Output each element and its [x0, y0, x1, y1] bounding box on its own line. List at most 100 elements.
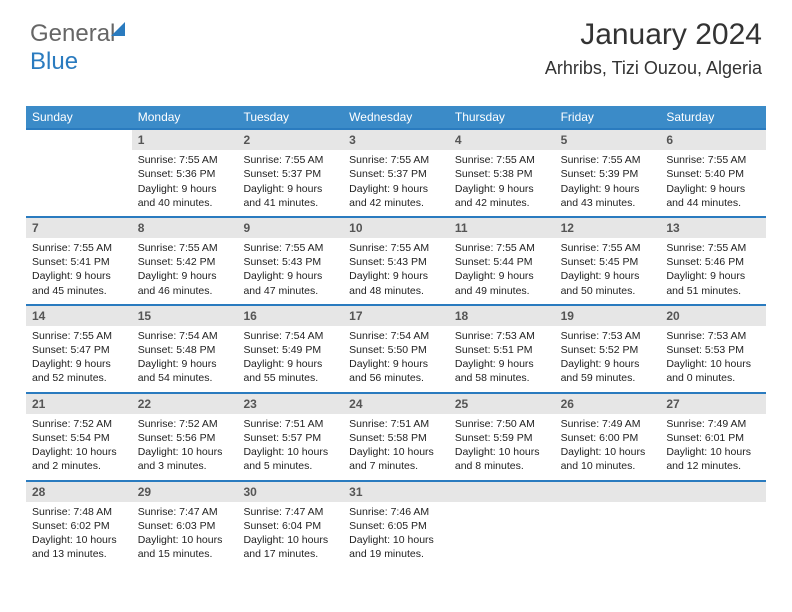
sunrise-text: Sunrise: 7:55 AM [561, 241, 655, 255]
day-cell: 22Sunrise: 7:52 AMSunset: 5:56 PMDayligh… [132, 394, 238, 480]
day-number: 23 [237, 394, 343, 414]
day-body: Sunrise: 7:53 AMSunset: 5:53 PMDaylight:… [660, 326, 766, 392]
sunrise-text: Sunrise: 7:52 AM [32, 417, 126, 431]
day-cell: 16Sunrise: 7:54 AMSunset: 5:49 PMDayligh… [237, 306, 343, 392]
sunrise-text: Sunrise: 7:55 AM [666, 241, 760, 255]
day-body: Sunrise: 7:55 AMSunset: 5:42 PMDaylight:… [132, 238, 238, 304]
logo-triangle-icon [111, 22, 125, 36]
sunrise-text: Sunrise: 7:55 AM [455, 153, 549, 167]
sunset-text: Sunset: 5:39 PM [561, 167, 655, 181]
day-body: Sunrise: 7:55 AMSunset: 5:46 PMDaylight:… [660, 238, 766, 304]
daylight-text: Daylight: 9 hours and 46 minutes. [138, 269, 232, 297]
sunset-text: Sunset: 6:04 PM [243, 519, 337, 533]
daylight-text: Daylight: 10 hours and 8 minutes. [455, 445, 549, 473]
sunrise-text: Sunrise: 7:52 AM [138, 417, 232, 431]
sunrise-text: Sunrise: 7:48 AM [32, 505, 126, 519]
sunrise-text: Sunrise: 7:53 AM [666, 329, 760, 343]
day-body: Sunrise: 7:49 AMSunset: 6:01 PMDaylight:… [660, 414, 766, 480]
weekday-cell: Sunday [26, 106, 132, 128]
day-cell [449, 482, 555, 568]
sunset-text: Sunset: 5:48 PM [138, 343, 232, 357]
day-cell: 23Sunrise: 7:51 AMSunset: 5:57 PMDayligh… [237, 394, 343, 480]
day-cell [26, 130, 132, 216]
day-cell: 4Sunrise: 7:55 AMSunset: 5:38 PMDaylight… [449, 130, 555, 216]
daylight-text: Daylight: 9 hours and 52 minutes. [32, 357, 126, 385]
sunrise-text: Sunrise: 7:50 AM [455, 417, 549, 431]
day-number: 26 [555, 394, 661, 414]
logo: General Blue [30, 20, 125, 76]
day-number: 19 [555, 306, 661, 326]
daylight-text: Daylight: 9 hours and 47 minutes. [243, 269, 337, 297]
daylight-text: Daylight: 10 hours and 13 minutes. [32, 533, 126, 561]
day-body: Sunrise: 7:55 AMSunset: 5:47 PMDaylight:… [26, 326, 132, 392]
day-number [555, 482, 661, 502]
sunset-text: Sunset: 5:43 PM [243, 255, 337, 269]
day-cell: 2Sunrise: 7:55 AMSunset: 5:37 PMDaylight… [237, 130, 343, 216]
daylight-text: Daylight: 9 hours and 41 minutes. [243, 182, 337, 210]
calendar: SundayMondayTuesdayWednesdayThursdayFrid… [26, 106, 766, 567]
daylight-text: Daylight: 9 hours and 55 minutes. [243, 357, 337, 385]
day-cell: 26Sunrise: 7:49 AMSunset: 6:00 PMDayligh… [555, 394, 661, 480]
sunset-text: Sunset: 5:51 PM [455, 343, 549, 357]
day-body: Sunrise: 7:54 AMSunset: 5:48 PMDaylight:… [132, 326, 238, 392]
day-number: 30 [237, 482, 343, 502]
day-cell: 24Sunrise: 7:51 AMSunset: 5:58 PMDayligh… [343, 394, 449, 480]
sunrise-text: Sunrise: 7:55 AM [561, 153, 655, 167]
day-cell: 29Sunrise: 7:47 AMSunset: 6:03 PMDayligh… [132, 482, 238, 568]
daylight-text: Daylight: 9 hours and 59 minutes. [561, 357, 655, 385]
daylight-text: Daylight: 10 hours and 15 minutes. [138, 533, 232, 561]
day-body: Sunrise: 7:55 AMSunset: 5:36 PMDaylight:… [132, 150, 238, 216]
sunset-text: Sunset: 6:01 PM [666, 431, 760, 445]
weeks-container: 1Sunrise: 7:55 AMSunset: 5:36 PMDaylight… [26, 128, 766, 567]
sunrise-text: Sunrise: 7:54 AM [138, 329, 232, 343]
day-number: 14 [26, 306, 132, 326]
day-number: 2 [237, 130, 343, 150]
day-body: Sunrise: 7:54 AMSunset: 5:49 PMDaylight:… [237, 326, 343, 392]
sunrise-text: Sunrise: 7:47 AM [243, 505, 337, 519]
daylight-text: Daylight: 10 hours and 2 minutes. [32, 445, 126, 473]
day-cell: 21Sunrise: 7:52 AMSunset: 5:54 PMDayligh… [26, 394, 132, 480]
sunrise-text: Sunrise: 7:55 AM [455, 241, 549, 255]
day-body: Sunrise: 7:47 AMSunset: 6:04 PMDaylight:… [237, 502, 343, 568]
logo-text-1: General [30, 20, 115, 47]
daylight-text: Daylight: 9 hours and 50 minutes. [561, 269, 655, 297]
day-cell: 11Sunrise: 7:55 AMSunset: 5:44 PMDayligh… [449, 218, 555, 304]
sunset-text: Sunset: 6:03 PM [138, 519, 232, 533]
day-cell: 10Sunrise: 7:55 AMSunset: 5:43 PMDayligh… [343, 218, 449, 304]
weekday-cell: Thursday [449, 106, 555, 128]
daylight-text: Daylight: 9 hours and 42 minutes. [455, 182, 549, 210]
day-number: 3 [343, 130, 449, 150]
day-body: Sunrise: 7:53 AMSunset: 5:51 PMDaylight:… [449, 326, 555, 392]
weekday-header-row: SundayMondayTuesdayWednesdayThursdayFrid… [26, 106, 766, 128]
day-cell: 8Sunrise: 7:55 AMSunset: 5:42 PMDaylight… [132, 218, 238, 304]
day-cell: 7Sunrise: 7:55 AMSunset: 5:41 PMDaylight… [26, 218, 132, 304]
sunset-text: Sunset: 5:47 PM [32, 343, 126, 357]
day-body: Sunrise: 7:52 AMSunset: 5:56 PMDaylight:… [132, 414, 238, 480]
day-cell: 20Sunrise: 7:53 AMSunset: 5:53 PMDayligh… [660, 306, 766, 392]
sunrise-text: Sunrise: 7:54 AM [243, 329, 337, 343]
week-row: 21Sunrise: 7:52 AMSunset: 5:54 PMDayligh… [26, 392, 766, 480]
day-number: 28 [26, 482, 132, 502]
sunset-text: Sunset: 6:02 PM [32, 519, 126, 533]
sunrise-text: Sunrise: 7:55 AM [243, 241, 337, 255]
sunrise-text: Sunrise: 7:55 AM [138, 241, 232, 255]
day-cell: 17Sunrise: 7:54 AMSunset: 5:50 PMDayligh… [343, 306, 449, 392]
day-number: 22 [132, 394, 238, 414]
day-cell: 9Sunrise: 7:55 AMSunset: 5:43 PMDaylight… [237, 218, 343, 304]
location: Arhribs, Tizi Ouzou, Algeria [545, 58, 762, 79]
day-body: Sunrise: 7:47 AMSunset: 6:03 PMDaylight:… [132, 502, 238, 568]
daylight-text: Daylight: 10 hours and 19 minutes. [349, 533, 443, 561]
day-number: 12 [555, 218, 661, 238]
day-body: Sunrise: 7:55 AMSunset: 5:43 PMDaylight:… [237, 238, 343, 304]
sunrise-text: Sunrise: 7:55 AM [349, 241, 443, 255]
day-number: 18 [449, 306, 555, 326]
sunset-text: Sunset: 5:43 PM [349, 255, 443, 269]
day-cell: 18Sunrise: 7:53 AMSunset: 5:51 PMDayligh… [449, 306, 555, 392]
day-number: 21 [26, 394, 132, 414]
sunrise-text: Sunrise: 7:55 AM [32, 241, 126, 255]
day-body: Sunrise: 7:51 AMSunset: 5:57 PMDaylight:… [237, 414, 343, 480]
sunrise-text: Sunrise: 7:55 AM [138, 153, 232, 167]
day-number: 31 [343, 482, 449, 502]
sunrise-text: Sunrise: 7:46 AM [349, 505, 443, 519]
sunrise-text: Sunrise: 7:51 AM [349, 417, 443, 431]
